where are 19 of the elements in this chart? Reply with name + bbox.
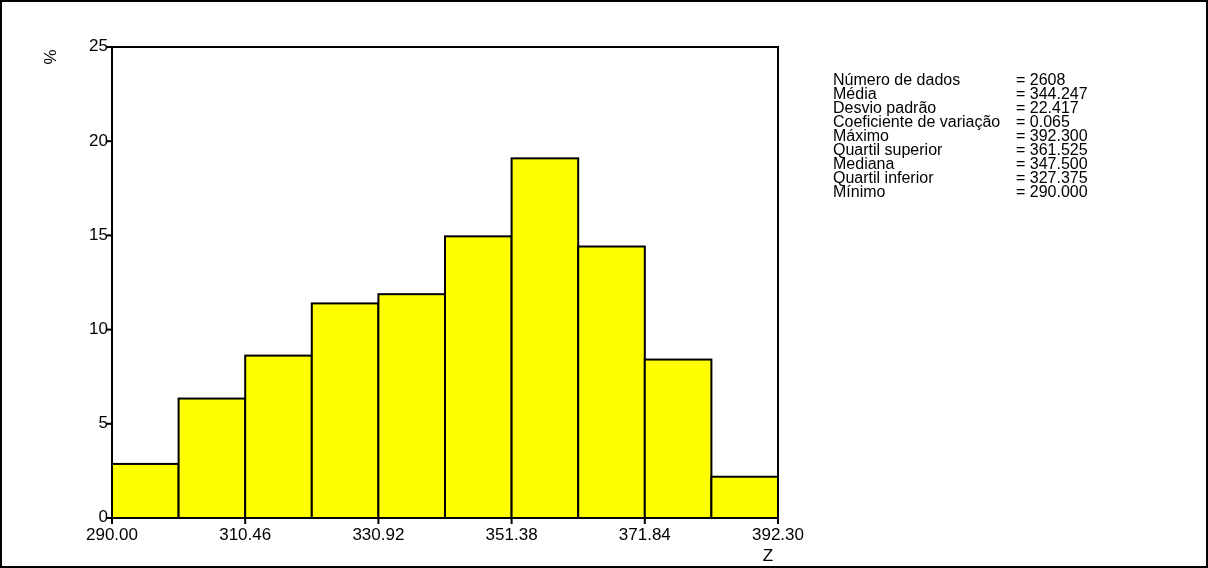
y-tick-label: 0: [98, 507, 108, 527]
x-tick-label: 310.46: [219, 525, 272, 544]
text: Média = 344.247: [833, 85, 1088, 102]
x-tick-label: 330.92: [352, 525, 405, 544]
x-tick-label: 371.84: [618, 525, 671, 544]
y-tick-label: 25: [89, 36, 108, 56]
y-tick-label: 5: [98, 413, 108, 433]
x-tick-label: 290.00: [86, 525, 138, 544]
x-tick-label: 392.30: [752, 525, 804, 544]
y-tick-label: 15: [89, 224, 108, 244]
y-tick-label: 10: [89, 319, 108, 339]
y-tick-label: 20: [89, 130, 108, 150]
text: Número de dados = 2608: [833, 71, 1066, 88]
text: Quartil superior = 361.525: [833, 141, 1088, 158]
y-axis-title: %: [41, 49, 60, 65]
x-axis-title: Z: [762, 546, 774, 565]
text: Quartil inferior = 327.375: [833, 169, 1088, 186]
text: Desvio padrão = 22.417: [833, 99, 1079, 116]
x-tick-label: 351.38: [485, 525, 538, 544]
